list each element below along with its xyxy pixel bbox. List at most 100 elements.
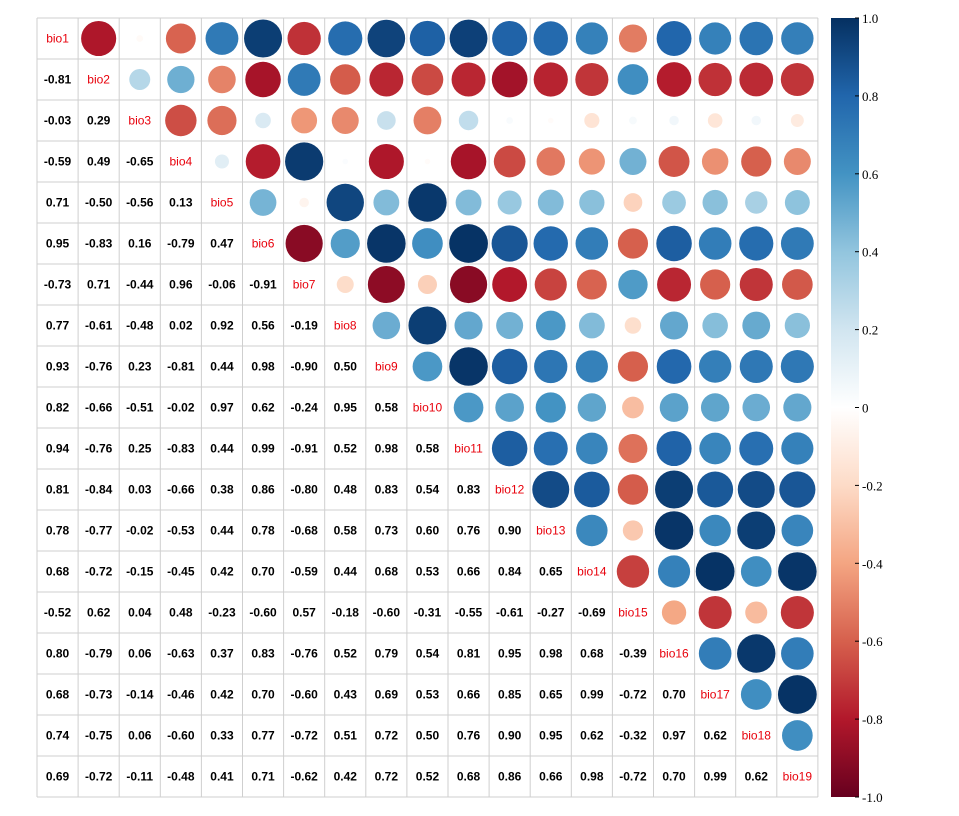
diagonal-label-bio9: bio9 [375, 360, 398, 374]
correlation-circle [575, 227, 609, 260]
correlation-circle [547, 117, 554, 124]
coefficient-label: 0.58 [334, 524, 358, 538]
correlation-circle [740, 679, 772, 710]
coefficient-label: 0.95 [539, 729, 563, 743]
coefficient-label: 0.42 [334, 770, 358, 784]
coefficient-label: 0.68 [375, 565, 399, 579]
correlation-circle [330, 64, 361, 95]
diagonal-label-bio6: bio6 [252, 237, 275, 251]
coefficient-label: -0.06 [208, 278, 236, 292]
coefficient-label: -0.61 [85, 319, 113, 333]
correlation-circle [493, 145, 526, 178]
coefficient-label: -0.76 [290, 647, 318, 661]
coefficient-label: 0.70 [251, 688, 275, 702]
correlation-circle [779, 471, 816, 508]
coefficient-label: -0.48 [167, 770, 195, 784]
coefficient-label: 0.93 [46, 360, 70, 374]
correlation-circle [291, 107, 318, 134]
correlation-circle [622, 520, 644, 541]
coefficient-label: 0.66 [457, 565, 481, 579]
correlation-circle [287, 63, 321, 96]
coefficient-label: 0.68 [46, 565, 70, 579]
correlation-circle [739, 431, 774, 466]
coefficient-label: -0.39 [619, 647, 647, 661]
colorbar-tick-label: -0.4 [862, 556, 883, 571]
coefficient-label: 0.06 [128, 647, 152, 661]
correlation-circle [450, 143, 487, 180]
diagonal-label-bio2: bio2 [87, 73, 110, 87]
coefficient-label: 0.95 [46, 237, 70, 251]
coefficient-label: 0.38 [210, 483, 234, 497]
coefficient-label: -0.02 [167, 401, 195, 415]
correlation-circle [455, 189, 482, 216]
colorbar-tick-label: 0.2 [862, 323, 878, 338]
correlation-circle [702, 312, 728, 339]
correlation-circle [492, 267, 528, 302]
coefficient-label: 0.43 [334, 688, 358, 702]
coefficient-label: 0.06 [128, 729, 152, 743]
colorbar-tick-label: -0.6 [862, 634, 883, 649]
coefficient-label: -0.79 [85, 647, 113, 661]
coefficient-label: -0.66 [167, 483, 195, 497]
coefficient-label: -0.32 [619, 729, 647, 743]
coefficient-label: 0.94 [46, 442, 70, 456]
coefficient-label: 0.73 [375, 524, 399, 538]
correlation-circle [617, 474, 649, 505]
correlation-circle [129, 69, 151, 90]
coefficient-label: 0.13 [169, 196, 193, 210]
coefficient-label: 0.80 [46, 647, 70, 661]
coefficient-label: -0.23 [208, 606, 236, 620]
correlation-circle [495, 393, 524, 422]
coefficient-label: 0.74 [46, 729, 70, 743]
correlation-circle [207, 105, 237, 136]
coefficient-label: 0.03 [128, 483, 152, 497]
correlation-circle [618, 24, 648, 53]
coefficient-label: 0.68 [580, 647, 604, 661]
coefficient-label: -0.72 [85, 770, 113, 784]
correlation-circle [782, 269, 813, 300]
correlation-circle [411, 63, 444, 96]
correlation-circle [699, 514, 731, 547]
colorbar-tick-label: -0.2 [862, 478, 883, 493]
coefficient-label: -0.31 [414, 606, 442, 620]
correlation-circle [584, 112, 600, 129]
coefficient-label: 0.50 [416, 729, 440, 743]
correlation-circle [330, 228, 360, 259]
diagonal-label-bio12: bio12 [495, 483, 525, 497]
coefficient-label: -0.77 [85, 524, 113, 538]
coefficient-label: -0.51 [126, 401, 154, 415]
correlation-circle [781, 22, 814, 55]
correlation-circle [454, 311, 483, 340]
correlation-circle [578, 148, 605, 175]
coefficient-label: 0.16 [128, 237, 152, 251]
coefficient-label: -0.52 [44, 606, 72, 620]
coefficient-label: 0.52 [334, 442, 358, 456]
coefficient-label: 0.48 [334, 483, 358, 497]
coefficient-label: -0.62 [290, 770, 318, 784]
coefficient-label: -0.91 [290, 442, 318, 456]
coefficient-label: -0.50 [85, 196, 113, 210]
correlation-circle [623, 193, 643, 212]
correlation-circle [656, 225, 692, 262]
correlation-circle [654, 511, 694, 550]
coefficient-label: -0.73 [85, 688, 113, 702]
coefficient-label: -0.48 [126, 319, 154, 333]
coefficient-label: 0.68 [457, 770, 481, 784]
correlation-circle [784, 312, 810, 339]
coefficient-label: 0.44 [210, 442, 234, 456]
coefficient-label: 0.69 [46, 770, 70, 784]
correlation-circle [657, 555, 691, 588]
coefficient-label: 0.68 [46, 688, 70, 702]
coefficient-label: 0.77 [46, 319, 70, 333]
correlation-circle [412, 228, 443, 259]
correlation-circle [790, 114, 804, 127]
coefficient-label: 0.99 [251, 442, 275, 456]
coefficient-label: -0.73 [44, 278, 72, 292]
coefficient-label: 0.71 [251, 770, 275, 784]
matrix-cells: bio1 -0.81 bio2 -0.03 0.29 bio3 -0.59 0.49 -0.65… [36, 17, 819, 798]
correlation-circle [532, 471, 570, 508]
correlation-circle [659, 311, 689, 340]
correlation-circle [778, 552, 817, 591]
coefficient-label: 0.70 [662, 770, 686, 784]
coefficient-label: -0.44 [126, 278, 154, 292]
